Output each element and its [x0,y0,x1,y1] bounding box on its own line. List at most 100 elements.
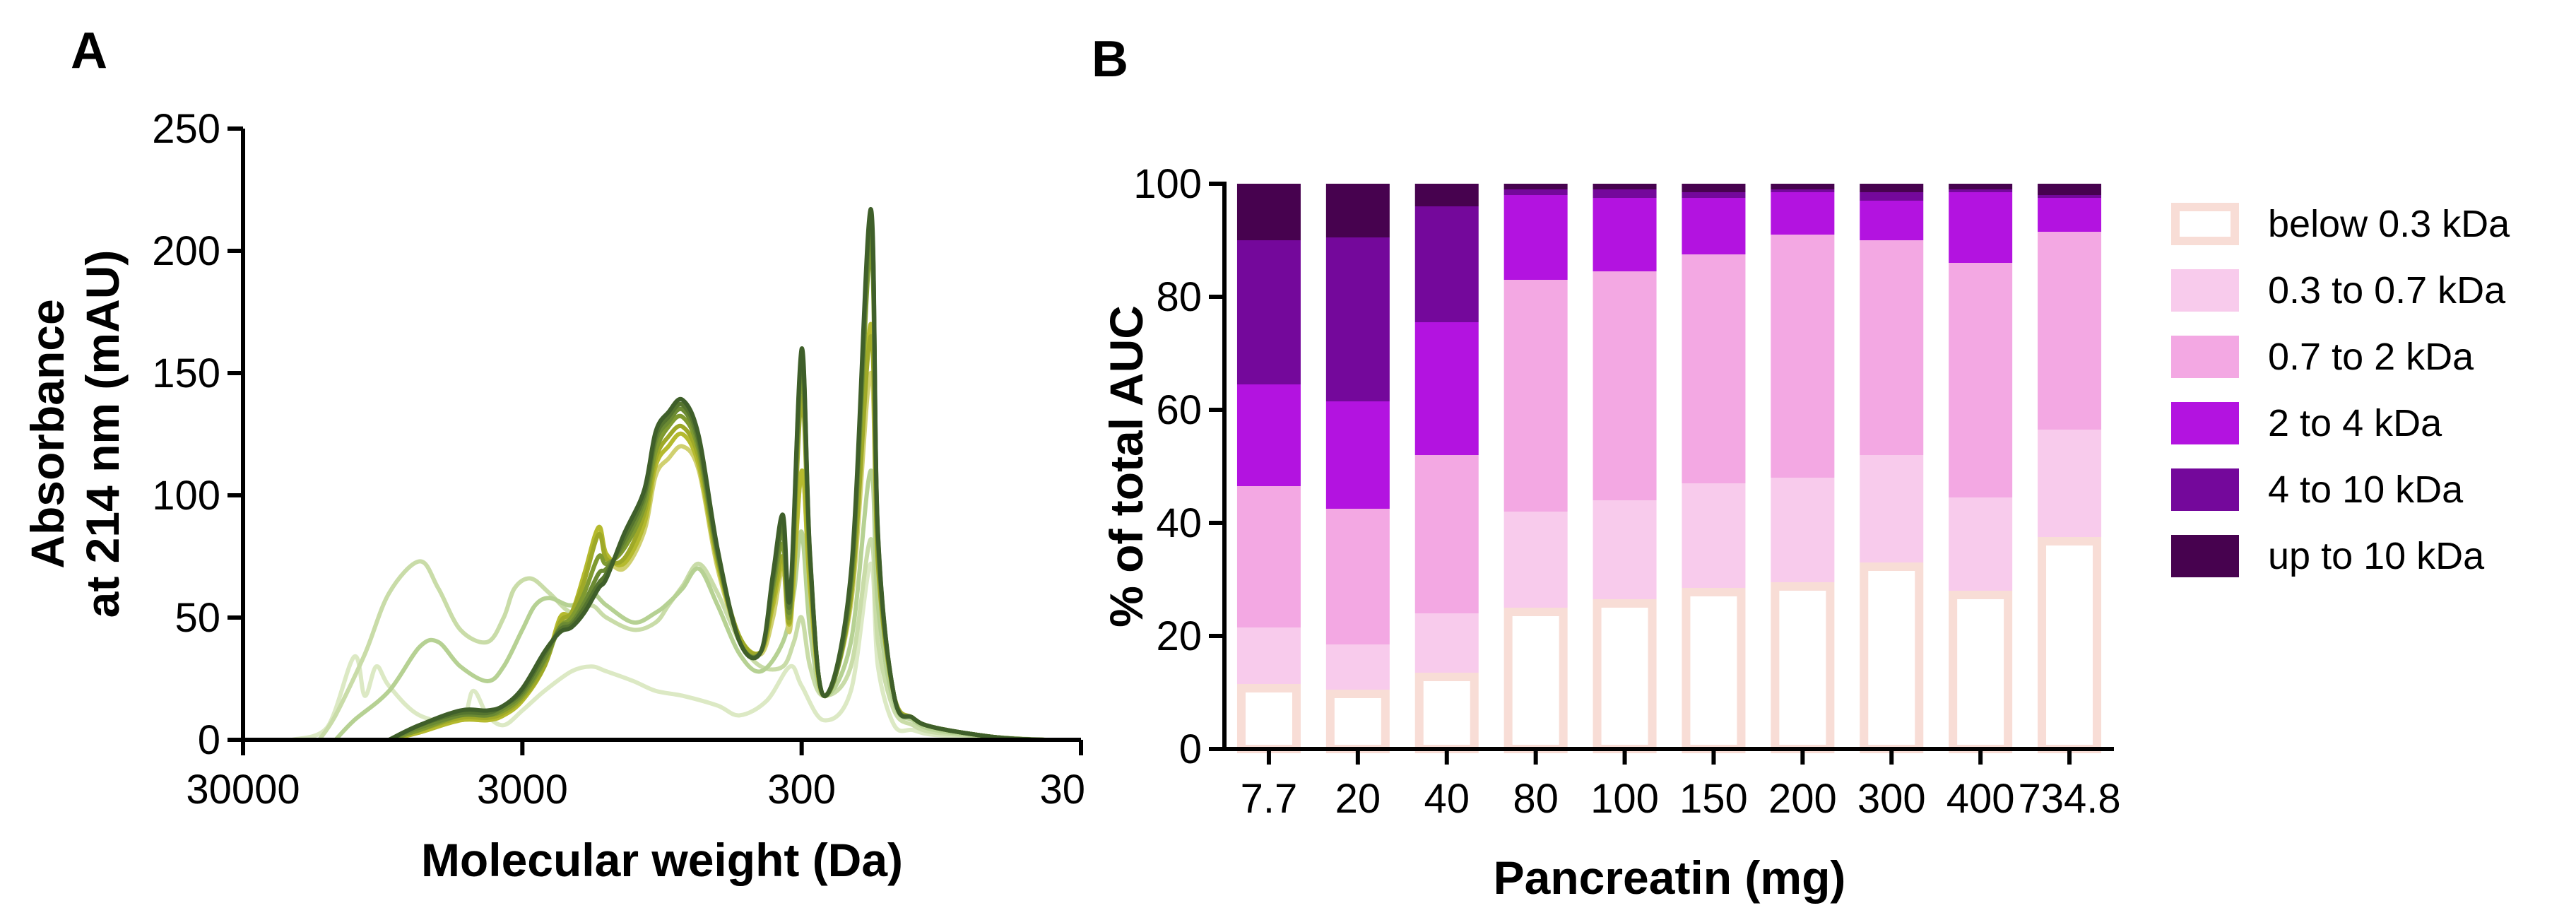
chart-a-y-title-line1: Absorbance [21,299,73,568]
bar-segment-150-1 [1682,483,1746,588]
bar-segment-400-2 [1949,263,2013,497]
bar-segment-400-0 [1949,591,2013,753]
chart-b-y-title: % of total AUC [1100,305,1152,627]
chart-b-x-title: Pancreatin (mg) [1494,851,1846,904]
chart-b-bars-group [1236,184,2102,753]
chart-b-x-tick-label: 734.8 [2018,776,2120,822]
chart-a-x-tick-label: 3000 [477,767,568,813]
bar-segment-200-2 [1771,235,1835,478]
panel-b-label: B [1092,31,1128,88]
chart-b-x-tick-label: 200 [1768,776,1837,822]
bar-segment-400-4 [1949,189,2013,192]
bar-segment-734_8-5 [2038,184,2102,195]
bar-segment-40-5 [1414,184,1479,206]
chart-a-x-tick-label: 30 [1039,767,1085,813]
bar-segment-150-4 [1682,192,1746,198]
chart-a-y-ticks: 0 50 100 150 200 250 [152,106,243,763]
legend-label-3: 2 to 4 kDa [2268,402,2442,444]
chart-b-legend: below 0.3 kDa 0.3 to 0.7 kDa 0.7 to 2 kDa 2… [2171,203,2510,577]
bar-segment-100-1 [1593,500,1657,599]
bar-segment-100-0 [1593,599,1657,753]
chart-b-y-ticks: 0 20 40 60 80 100 [1133,161,1224,772]
bar-segment-40-3 [1414,322,1479,455]
legend-label-5: up to 10 kDa [2268,535,2485,577]
bar-segment-734_8-2 [2038,232,2102,430]
bar-segment-20-3 [1325,401,1390,509]
chart-b-x-tick-label: 80 [1513,776,1559,822]
bar-segment-734_8-3 [2038,198,2102,232]
chart-b-y-tick-label: 100 [1133,161,1202,207]
bar-segment-300-2 [1860,240,1924,455]
bar-segment-7_7-0 [1236,684,1301,753]
chart-b-x-tick-label: 400 [1946,776,2015,822]
legend-label-1: 0.3 to 0.7 kDa [2268,269,2506,312]
bar-segment-734_8-1 [2038,430,2102,537]
chart-b-x-tick-label: 300 [1857,776,1926,822]
chart-a-y-title-line2: at 214 nm (mAU) [76,250,129,618]
bar-segment-20-2 [1325,509,1390,644]
bar-segment-300-4 [1860,192,1924,201]
chart-b-y-tick-label: 40 [1156,500,1202,546]
chart-b: 0 20 40 60 80 100 7.7 20 40 80 100 150 200 300 400 734… [1100,161,2510,904]
legend-swatch-5 [2171,535,2239,577]
bar-segment-7_7-4 [1236,240,1301,384]
legend-label-4: 4 to 10 kDa [2268,468,2464,511]
chart-a-y-tick-label: 250 [152,106,220,152]
bar-segment-80-5 [1503,184,1568,189]
chart-a-series-line-7 [388,229,1081,742]
chart-a-y-tick-label: 150 [152,350,220,396]
bar-segment-80-3 [1503,195,1568,280]
bar-segment-300-5 [1860,184,1924,192]
bar-segment-40-4 [1414,206,1479,322]
chart-b-x-tick-label: 20 [1335,776,1381,822]
bar-segment-100-4 [1593,189,1657,198]
bar-segment-400-3 [1949,192,2013,263]
chart-a-x-ticks: 30000 3000 300 30 [186,740,1085,813]
bar-segment-20-1 [1325,644,1390,690]
legend-swatch-2 [2171,336,2239,378]
bar-segment-300-1 [1860,455,1924,562]
chart-b-y-tick-label: 20 [1156,613,1202,659]
chart-b-x-ticks: 7.7 20 40 80 100 150 200 300 400 734.8 [1241,749,2121,822]
bar-segment-100-5 [1593,184,1657,189]
chart-a: 0 50 100 150 200 250 30000 3000 300 30 Absorbanc… [21,106,1085,886]
bar-segment-734_8-0 [2038,537,2102,753]
bar-segment-200-3 [1771,192,1835,235]
chart-a-series-line-0 [291,561,1081,742]
bar-segment-100-2 [1593,271,1657,500]
bar-segment-20-5 [1325,184,1390,237]
chart-b-x-tick-label: 150 [1679,776,1748,822]
legend-swatch-4 [2171,468,2239,511]
bar-segment-300-3 [1860,201,1924,240]
bar-segment-400-1 [1949,497,2013,591]
chart-a-series-line-9 [388,207,1081,742]
bar-segment-7_7-5 [1236,184,1301,240]
chart-a-y-tick-label: 100 [152,473,220,519]
chart-a-series-line-6 [388,248,1081,742]
chart-a-y-tick-label: 0 [198,717,220,763]
chart-b-y-tick-label: 0 [1179,726,1202,772]
bar-segment-200-5 [1771,184,1835,189]
bar-segment-80-4 [1503,189,1568,195]
bar-segment-80-1 [1503,512,1568,608]
chart-a-series-line-8 [388,214,1081,742]
legend-swatch-0 [2171,203,2239,245]
bar-segment-7_7-3 [1236,384,1301,486]
legend-label-2: 0.7 to 2 kDa [2268,336,2474,378]
bar-segment-150-0 [1682,588,1746,753]
chart-b-x-tick-label: 40 [1424,776,1470,822]
chart-a-x-title: Molecular weight (Da) [421,834,903,886]
legend-swatch-3 [2171,402,2239,444]
bar-segment-200-1 [1771,478,1835,582]
bar-segment-20-0 [1325,690,1390,753]
bar-segment-200-0 [1771,582,1835,753]
legend-swatch-1 [2171,269,2239,312]
bar-segment-300-0 [1860,562,1924,753]
chart-a-series-line-1 [317,537,1081,742]
chart-b-y-tick-label: 60 [1156,387,1202,433]
bar-segment-150-5 [1682,184,1746,192]
bar-segment-7_7-1 [1236,627,1301,684]
chart-a-x-tick-label: 300 [767,767,836,813]
bar-segment-150-3 [1682,198,1746,254]
